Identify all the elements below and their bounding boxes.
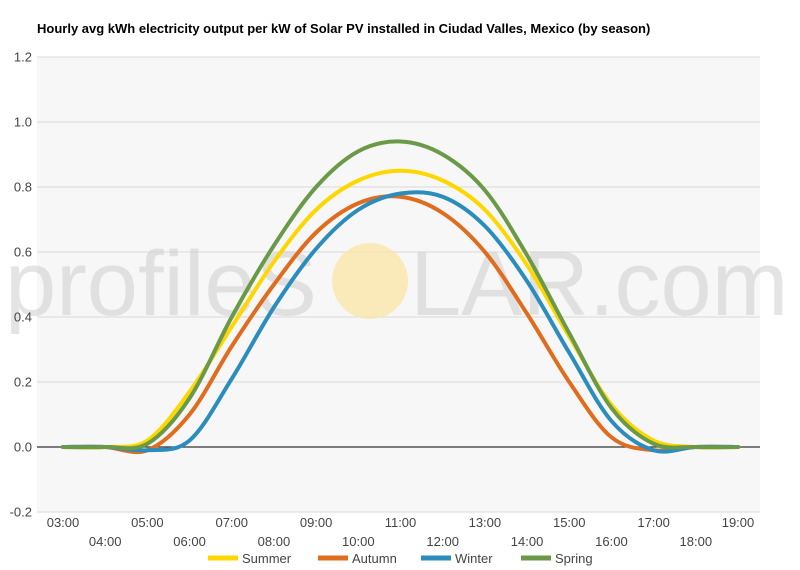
gridlines bbox=[37, 56, 760, 513]
x-tick-label: 05:00 bbox=[131, 515, 164, 530]
y-tick-label: 0.6 bbox=[14, 245, 32, 260]
x-tick-label: 12:00 bbox=[426, 534, 459, 549]
series-line-summer bbox=[61, 168, 740, 450]
legend-label-spring: Spring bbox=[555, 551, 593, 566]
watermark-sun-icon bbox=[332, 243, 408, 319]
x-tick-label: 14:00 bbox=[511, 534, 544, 549]
y-axis-ticks: -0.2 0.0 0.2 0.4 0.6 0.8 1.0 1.2 bbox=[10, 50, 32, 520]
y-tick-label: 0.0 bbox=[14, 440, 32, 455]
series-lines bbox=[61, 139, 740, 455]
legend-label-autumn: Autumn bbox=[352, 551, 397, 566]
series-line-spring bbox=[61, 139, 740, 451]
y-tick-label: 1.0 bbox=[14, 115, 32, 130]
series-line-winter bbox=[61, 190, 740, 454]
x-tick-label: 07:00 bbox=[215, 515, 248, 530]
legend-label-winter: Winter bbox=[455, 551, 493, 566]
x-tick-label: 13:00 bbox=[469, 515, 502, 530]
y-tick-label: 0.4 bbox=[14, 310, 32, 325]
y-tick-label: 0.8 bbox=[14, 180, 32, 195]
y-tick-label: 1.2 bbox=[14, 50, 32, 65]
x-tick-label: 03:00 bbox=[47, 515, 80, 530]
x-axis-ticks: 03:00 04:00 05:00 06:00 07:00 08:00 09:00 10:00… bbox=[47, 515, 755, 549]
series-line-autumn bbox=[61, 194, 740, 455]
legend: Summer Autumn Winter Spring bbox=[208, 551, 593, 566]
x-tick-label: 06:00 bbox=[173, 534, 206, 549]
watermark-text-right: LAR.com bbox=[410, 233, 788, 335]
x-tick-label: 08:00 bbox=[258, 534, 291, 549]
chart-title: Hourly avg kWh electricity output per kW… bbox=[37, 21, 650, 36]
x-tick-label: 09:00 bbox=[300, 515, 333, 530]
x-tick-label: 17:00 bbox=[637, 515, 670, 530]
x-tick-label: 04:00 bbox=[89, 534, 122, 549]
x-tick-label: 19:00 bbox=[722, 515, 755, 530]
y-tick-label: 0.2 bbox=[14, 375, 32, 390]
x-tick-label: 10:00 bbox=[342, 534, 375, 549]
watermark: profileS LAR.com bbox=[5, 233, 788, 335]
x-tick-label: 11:00 bbox=[385, 515, 417, 530]
x-tick-label: 16:00 bbox=[595, 534, 628, 549]
legend-label-summer: Summer bbox=[242, 551, 292, 566]
y-tick-label: -0.2 bbox=[10, 505, 32, 520]
x-tick-label: 15:00 bbox=[553, 515, 586, 530]
x-tick-label: 18:00 bbox=[680, 534, 713, 549]
